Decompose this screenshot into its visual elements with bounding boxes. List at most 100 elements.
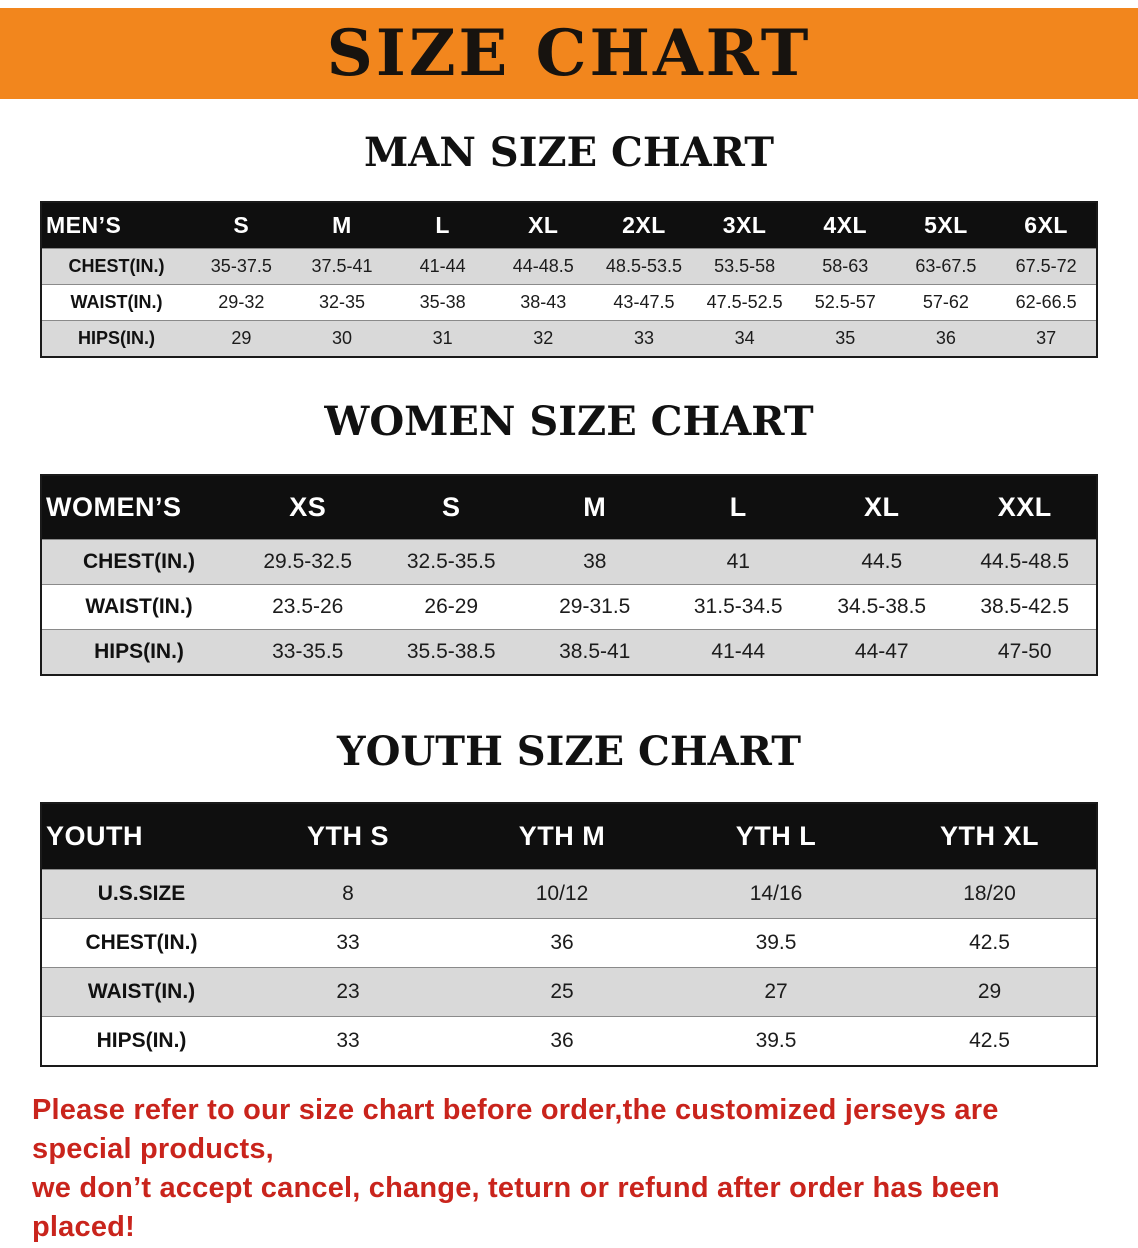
men-size-section: MAN SIZE CHART MEN’S S M L XL 2XL 3XL 4XL 5XL 6XL… <box>0 131 1138 358</box>
size-column-header: 2XL <box>593 202 695 249</box>
size-value-cell: 25 <box>550 980 574 1003</box>
size-value-cell: 52.5-57 <box>814 292 876 312</box>
page-title: SIZE CHART <box>326 15 812 91</box>
size-value-cell: 35-37.5 <box>210 256 272 276</box>
size-value-cell: 44.5-48.5 <box>980 550 1070 573</box>
women-section-heading: WOMEN SIZE CHART <box>324 398 814 445</box>
size-column-header: XL <box>810 475 954 540</box>
measurement-row: CHEST(IN.) 29.5-32.5 32.5-35.5 38 41 44.5 44.5… <box>41 539 1097 585</box>
size-column-header: L <box>392 202 493 249</box>
size-value-cell: 33 <box>633 328 654 348</box>
size-value-cell: 38 <box>583 550 607 573</box>
table-header-row: MEN’S S M L XL 2XL 3XL 4XL 5XL 6XL <box>41 202 1097 249</box>
size-value-cell: 18/20 <box>963 882 1016 905</box>
size-value-cell: 29-31.5 <box>559 595 631 618</box>
size-column-header: M <box>523 475 667 540</box>
table-header-row: WOMEN’S XS S M L XL XXL <box>41 475 1097 540</box>
size-value-cell: 37 <box>1036 328 1057 348</box>
women-size-section: WOMEN SIZE CHART WOMEN’S XS S M L XL XXL CHEST(… <box>0 400 1138 676</box>
row-label: WAIST(IN.) <box>70 292 163 312</box>
size-value-cell: 27 <box>764 980 788 1003</box>
size-value-cell: 36 <box>550 1029 574 1052</box>
size-value-cell: 48.5-53.5 <box>605 256 682 276</box>
size-value-cell: 53.5-58 <box>714 256 776 276</box>
table-header-row: YOUTH YTH S YTH M YTH L YTH XL <box>41 803 1097 870</box>
size-value-cell: 33 <box>336 1029 360 1052</box>
size-value-cell: 32 <box>533 328 554 348</box>
size-column-header: 6XL <box>996 202 1097 249</box>
size-value-cell: 44.5 <box>861 550 903 573</box>
size-value-cell: 39.5 <box>755 931 797 954</box>
row-label: HIPS(IN.) <box>94 640 184 663</box>
size-value-cell: 14/16 <box>749 882 803 905</box>
size-value-cell: 35 <box>835 328 856 348</box>
size-value-cell: 37.5-41 <box>311 256 373 276</box>
size-column-header: YTH M <box>455 803 669 870</box>
size-value-cell: 47.5-52.5 <box>706 292 783 312</box>
size-column-header: YTH S <box>241 803 455 870</box>
size-value-cell: 10/12 <box>535 882 589 905</box>
size-value-cell: 8 <box>342 882 354 905</box>
size-value-cell: 34.5-38.5 <box>837 595 927 618</box>
measurement-row: HIPS(IN.) 29 30 31 32 33 34 35 36 37 <box>41 320 1097 357</box>
row-label: CHEST(IN.) <box>83 550 195 573</box>
size-value-cell: 38-43 <box>520 292 567 312</box>
size-value-cell: 35.5-38.5 <box>406 640 496 663</box>
size-value-cell: 44-48.5 <box>512 256 574 276</box>
size-value-cell: 47-50 <box>997 640 1052 663</box>
measurement-row: HIPS(IN.) 33-35.5 35.5-38.5 38.5-41 41-44 44-… <box>41 629 1097 675</box>
size-column-header: 3XL <box>694 202 795 249</box>
size-value-cell: 33 <box>336 931 360 954</box>
measurement-row: U.S.SIZE 8 10/12 14/16 18/20 <box>41 869 1097 919</box>
table-title-cell: YOUTH <box>41 803 241 870</box>
row-label: CHEST(IN.) <box>85 931 198 954</box>
measurement-row: WAIST(IN.) 29-32 32-35 35-38 38-43 43-47.5 47.… <box>41 284 1097 321</box>
size-column-header: L <box>666 475 810 540</box>
size-value-cell: 32.5-35.5 <box>406 550 496 573</box>
size-value-cell: 23 <box>336 980 360 1003</box>
size-value-cell: 29.5-32.5 <box>263 550 353 573</box>
row-label: HIPS(IN.) <box>96 1029 187 1052</box>
measurement-row: CHEST(IN.) 35-37.5 37.5-41 41-44 44-48.5 48.5… <box>41 248 1097 285</box>
size-value-cell: 42.5 <box>969 931 1010 954</box>
size-value-cell: 34 <box>734 328 755 348</box>
size-value-cell: 33-35.5 <box>272 640 344 663</box>
size-value-cell: 29-32 <box>218 292 265 312</box>
size-value-cell: 30 <box>331 328 352 348</box>
size-column-header: M <box>291 202 393 249</box>
size-value-cell: 35-38 <box>419 292 466 312</box>
size-value-cell: 42.5 <box>969 1029 1010 1052</box>
women-size-table: WOMEN’S XS S M L XL XXL CHEST(IN.) 29.5-32.5 32.5… <box>40 474 1098 676</box>
size-value-cell: 23.5-26 <box>272 595 344 618</box>
size-value-cell: 41-44 <box>419 256 466 276</box>
measurement-row: WAIST(IN.) 23 25 27 29 <box>41 967 1097 1017</box>
size-value-cell: 38.5-41 <box>559 640 631 663</box>
size-column-header: XXL <box>953 475 1097 540</box>
size-column-header: YTH XL <box>883 803 1097 870</box>
size-column-header: S <box>191 202 292 249</box>
size-value-cell: 36 <box>550 931 574 954</box>
size-value-cell: 39.5 <box>755 1029 797 1052</box>
size-value-cell: 43-47.5 <box>613 292 675 312</box>
men-section-heading: MAN SIZE CHART <box>364 129 774 176</box>
disclaimer-line-2: we don’t accept cancel, change, teturn o… <box>32 1172 1000 1244</box>
size-value-cell: 31.5-34.5 <box>693 595 783 618</box>
row-label: WAIST(IN.) <box>85 595 193 618</box>
size-value-cell: 29 <box>231 328 252 348</box>
size-value-cell: 67.5-72 <box>1015 256 1077 276</box>
size-value-cell: 36 <box>935 328 956 348</box>
size-value-cell: 44-47 <box>854 640 909 663</box>
measurement-row: CHEST(IN.) 33 36 39.5 42.5 <box>41 918 1097 968</box>
size-column-header: 4XL <box>794 202 896 249</box>
size-column-header: 5XL <box>895 202 997 249</box>
row-label: WAIST(IN.) <box>87 980 196 1003</box>
men-size-table: MEN’S S M L XL 2XL 3XL 4XL 5XL 6XL CHEST(IN.) 35-37… <box>40 201 1098 358</box>
table-title-cell: WOMEN’S <box>41 475 236 540</box>
youth-size-section: YOUTH SIZE CHART YOUTH YTH S YTH M YTH L YTH… <box>0 730 1138 1067</box>
size-chart-page: SIZE CHART MAN SIZE CHART MEN’S S M L XL 2XL 3… <box>0 8 1138 1243</box>
size-value-cell: 31 <box>432 328 453 348</box>
size-value-cell: 41 <box>726 550 750 573</box>
row-label: CHEST(IN.) <box>68 256 165 276</box>
measurement-row: HIPS(IN.) 33 36 39.5 42.5 <box>41 1016 1097 1066</box>
size-value-cell: 62-66.5 <box>1015 292 1077 312</box>
